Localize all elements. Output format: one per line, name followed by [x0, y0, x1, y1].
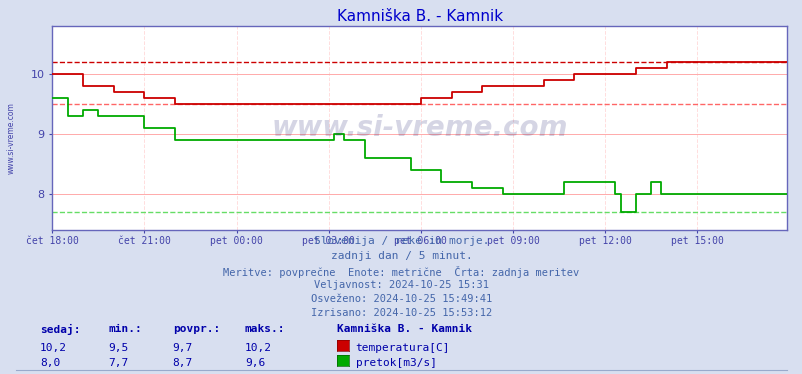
Text: Izrisano: 2024-10-25 15:53:12: Izrisano: 2024-10-25 15:53:12 — [310, 308, 492, 318]
Text: maks.:: maks.: — [245, 324, 285, 334]
Text: 9,5: 9,5 — [108, 343, 128, 353]
Text: Meritve: povprečne  Enote: metrične  Črta: zadnja meritev: Meritve: povprečne Enote: metrične Črta:… — [223, 266, 579, 278]
Text: 10,2: 10,2 — [40, 343, 67, 353]
Text: temperatura[C]: temperatura[C] — [355, 343, 450, 353]
Text: min.:: min.: — [108, 324, 142, 334]
Text: 8,7: 8,7 — [172, 358, 192, 368]
Text: povpr.:: povpr.: — [172, 324, 220, 334]
Text: www.si-vreme.com: www.si-vreme.com — [271, 114, 567, 142]
Text: sedaj:: sedaj: — [40, 324, 80, 334]
Text: zadnji dan / 5 minut.: zadnji dan / 5 minut. — [330, 251, 472, 261]
Text: 9,7: 9,7 — [172, 343, 192, 353]
Text: Slovenija / reke in morje.: Slovenija / reke in morje. — [314, 236, 488, 246]
Text: 9,6: 9,6 — [245, 358, 265, 368]
Text: 7,7: 7,7 — [108, 358, 128, 368]
Text: www.si-vreme.com: www.si-vreme.com — [6, 102, 15, 174]
Text: 8,0: 8,0 — [40, 358, 60, 368]
Title: Kamniška B. - Kamnik: Kamniška B. - Kamnik — [336, 9, 502, 24]
Text: 10,2: 10,2 — [245, 343, 272, 353]
Text: Osveženo: 2024-10-25 15:49:41: Osveženo: 2024-10-25 15:49:41 — [310, 294, 492, 304]
Text: pretok[m3/s]: pretok[m3/s] — [355, 358, 436, 368]
Text: Veljavnost: 2024-10-25 15:31: Veljavnost: 2024-10-25 15:31 — [314, 280, 488, 290]
Text: Kamniška B. - Kamnik: Kamniška B. - Kamnik — [337, 324, 472, 334]
